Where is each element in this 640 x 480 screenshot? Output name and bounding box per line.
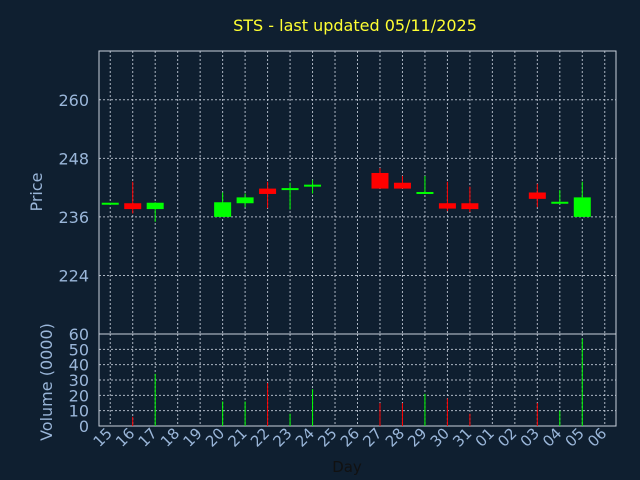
x-axis-label: Day (332, 458, 362, 476)
candle-body (461, 203, 479, 210)
candle-body (551, 201, 569, 204)
candle-body (393, 182, 411, 189)
price-tick-label: 224 (58, 266, 89, 285)
chart-title: STS - last updated 05/11/2025 (233, 16, 477, 35)
volume-tick-label: 60 (69, 325, 89, 344)
candle-body (101, 202, 119, 205)
candle-body (236, 197, 254, 204)
candle-body (124, 203, 142, 210)
volume-axis-label: Volume (0000) (37, 323, 56, 441)
candle-body (281, 188, 299, 191)
candle-body (416, 191, 434, 194)
candle-body (214, 202, 232, 217)
candle-body (146, 202, 164, 210)
x-axis: 1516171819202122232425262728293031010203… (90, 424, 611, 450)
price-tick-label: 260 (58, 91, 89, 110)
candle-body (259, 188, 277, 194)
volume-tick-label: 40 (69, 356, 89, 375)
volume-tick-label: 20 (69, 386, 89, 405)
price-panel: 224 236 248 260 (58, 50, 617, 335)
candle-body (573, 197, 591, 217)
volume-tick-label: 0 (79, 417, 89, 436)
candle-body (528, 192, 546, 199)
candle-body (304, 184, 322, 187)
volume-tick-label: 10 (69, 402, 89, 421)
candle-body (371, 172, 389, 189)
volume-tick-label: 30 (69, 371, 89, 390)
price-tick-label: 248 (58, 149, 89, 168)
volume-panel-frame (98, 333, 617, 427)
price-tick-label: 236 (58, 208, 89, 227)
x-tick-label: 06 (584, 424, 610, 450)
volume-tick-label: 50 (69, 340, 89, 359)
candle-body (438, 203, 456, 209)
price-axis-label: Price (27, 172, 46, 211)
